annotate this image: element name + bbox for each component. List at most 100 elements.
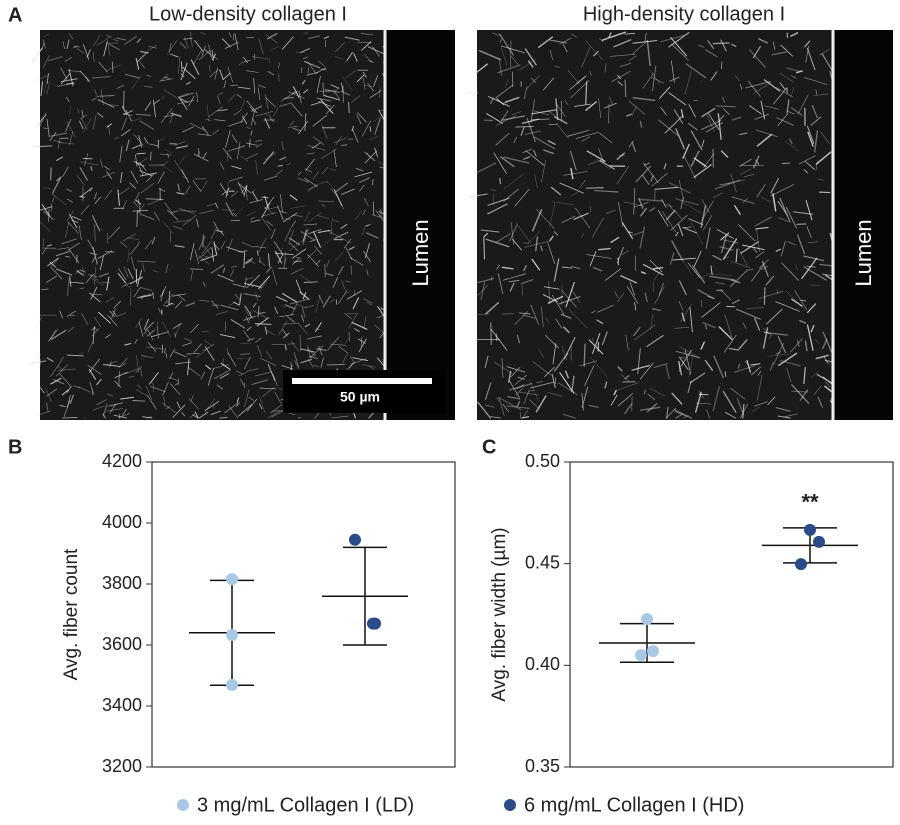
fiber <box>290 267 304 275</box>
fiber <box>649 69 661 84</box>
fiber <box>735 308 761 320</box>
fiber <box>140 62 145 69</box>
fiber <box>790 107 803 116</box>
fiber <box>752 45 761 59</box>
fiber <box>227 352 237 367</box>
fiber <box>307 345 311 358</box>
fiber <box>570 266 581 270</box>
fiber <box>148 372 159 385</box>
fiber <box>302 229 307 242</box>
fiber <box>543 149 554 155</box>
fiber <box>42 238 45 251</box>
fiber <box>753 155 760 169</box>
fiber <box>617 74 621 80</box>
fiber <box>341 144 348 146</box>
fiber <box>617 393 633 407</box>
fiber <box>795 70 803 74</box>
fiber <box>634 301 637 311</box>
y-tick-label: 3400 <box>102 695 142 715</box>
fiber <box>47 56 64 62</box>
image-title: High-density collagen I <box>583 3 785 25</box>
fiber <box>730 173 737 193</box>
fiber <box>177 183 181 192</box>
fiber <box>824 381 831 387</box>
fiber <box>720 232 730 241</box>
fiber <box>238 404 253 417</box>
fiber <box>227 66 233 83</box>
fiber <box>694 250 702 267</box>
fiber <box>212 53 216 61</box>
fiber <box>777 336 787 354</box>
fiber <box>297 322 308 335</box>
fiber <box>305 158 315 171</box>
fiber <box>259 396 266 413</box>
fiber <box>33 317 42 334</box>
fiber <box>271 228 276 239</box>
y-tick-label: 4000 <box>102 512 142 532</box>
fiber <box>561 266 573 269</box>
fiber <box>366 301 373 306</box>
fiber <box>373 75 379 87</box>
fiber <box>274 391 282 404</box>
fiber <box>601 331 608 346</box>
fiber <box>341 82 344 93</box>
fiber <box>140 182 155 194</box>
fiber <box>243 304 250 317</box>
fiber <box>507 395 521 400</box>
fiber <box>281 365 294 370</box>
fiber <box>500 46 508 66</box>
fiber <box>197 133 212 136</box>
fiber <box>550 186 562 196</box>
fiber <box>249 106 256 113</box>
y-axis-label: Avg. fiber width (µm) <box>489 527 510 701</box>
fiber <box>323 36 330 39</box>
fiber <box>554 116 568 125</box>
fiber <box>728 347 740 351</box>
fiber <box>657 210 669 227</box>
fiber <box>823 356 829 365</box>
fiber <box>495 397 500 402</box>
fiber <box>304 61 321 69</box>
fiber <box>755 251 764 259</box>
fiber <box>56 156 63 162</box>
fiber <box>224 403 238 414</box>
fiber <box>177 99 195 105</box>
data-point <box>804 523 816 536</box>
fiber <box>262 218 271 231</box>
fiber <box>521 279 534 285</box>
fiber <box>705 324 707 330</box>
fiber <box>106 408 124 412</box>
fiber <box>259 403 263 410</box>
fiber <box>524 48 537 66</box>
fiber <box>250 130 253 136</box>
fiber <box>627 286 639 304</box>
fiber <box>306 152 315 155</box>
fiber <box>28 360 47 365</box>
fiber <box>57 82 74 87</box>
fiber <box>620 62 631 67</box>
fiber <box>617 293 624 302</box>
fiber <box>134 202 138 208</box>
fiber <box>266 266 272 273</box>
fiber <box>334 251 344 262</box>
fiber <box>162 221 173 233</box>
fiber <box>205 364 212 370</box>
fiber <box>621 250 629 255</box>
fiber <box>520 126 525 136</box>
data-point <box>226 573 238 586</box>
fiber <box>501 45 525 54</box>
fiber <box>130 246 138 255</box>
fiber <box>309 345 324 359</box>
fiber <box>237 181 245 197</box>
fiber <box>251 191 259 202</box>
fiber <box>717 113 722 141</box>
fiber <box>186 81 191 85</box>
fiber <box>119 145 123 163</box>
fiber <box>563 171 588 176</box>
fiber <box>683 155 696 179</box>
fiber <box>803 169 809 174</box>
fiber <box>190 269 193 281</box>
fiber <box>65 221 70 238</box>
fiber <box>94 196 101 204</box>
fiber <box>308 229 322 235</box>
